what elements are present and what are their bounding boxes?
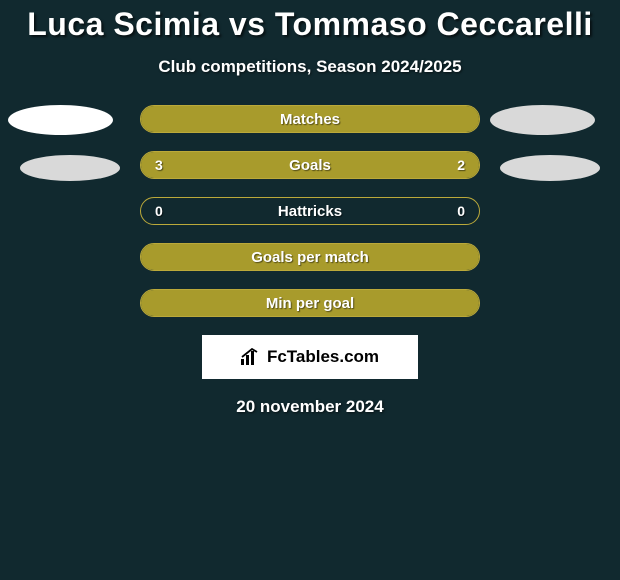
stat-label: Goals per match bbox=[251, 249, 369, 266]
stat-value-right: 2 bbox=[457, 152, 465, 178]
stat-row: Goals per match bbox=[0, 243, 620, 271]
stat-bar: Goals per match bbox=[140, 243, 480, 271]
brand-label: FcTables.com bbox=[267, 347, 379, 367]
subtitle: Club competitions, Season 2024/2025 bbox=[0, 57, 620, 77]
stat-bar: 0 0 Hattricks bbox=[140, 197, 480, 225]
stat-value-right: 0 bbox=[457, 198, 465, 224]
chart-icon bbox=[241, 348, 261, 366]
stat-label: Matches bbox=[280, 111, 340, 128]
stat-value-left: 0 bbox=[155, 198, 163, 224]
decorative-ellipse bbox=[20, 155, 120, 181]
decorative-ellipse bbox=[8, 105, 113, 135]
decorative-ellipse bbox=[490, 105, 595, 135]
page-title: Luca Scimia vs Tommaso Ceccarelli bbox=[0, 0, 620, 43]
stat-value-left: 3 bbox=[155, 152, 163, 178]
date-text: 20 november 2024 bbox=[0, 397, 620, 417]
stat-row: 0 0 Hattricks bbox=[0, 197, 620, 225]
brand-box: FcTables.com bbox=[202, 335, 418, 379]
stat-label: Goals bbox=[289, 157, 331, 174]
stat-bar: 3 2 Goals bbox=[140, 151, 480, 179]
stat-bar: Matches bbox=[140, 105, 480, 133]
stat-bar: Min per goal bbox=[140, 289, 480, 317]
stat-label: Hattricks bbox=[278, 203, 342, 220]
stat-row: Min per goal bbox=[0, 289, 620, 317]
decorative-ellipse bbox=[500, 155, 600, 181]
chart-stage: Matches 3 2 Goals 0 0 Hattricks Goals per match… bbox=[0, 105, 620, 317]
stat-label: Min per goal bbox=[266, 295, 354, 312]
